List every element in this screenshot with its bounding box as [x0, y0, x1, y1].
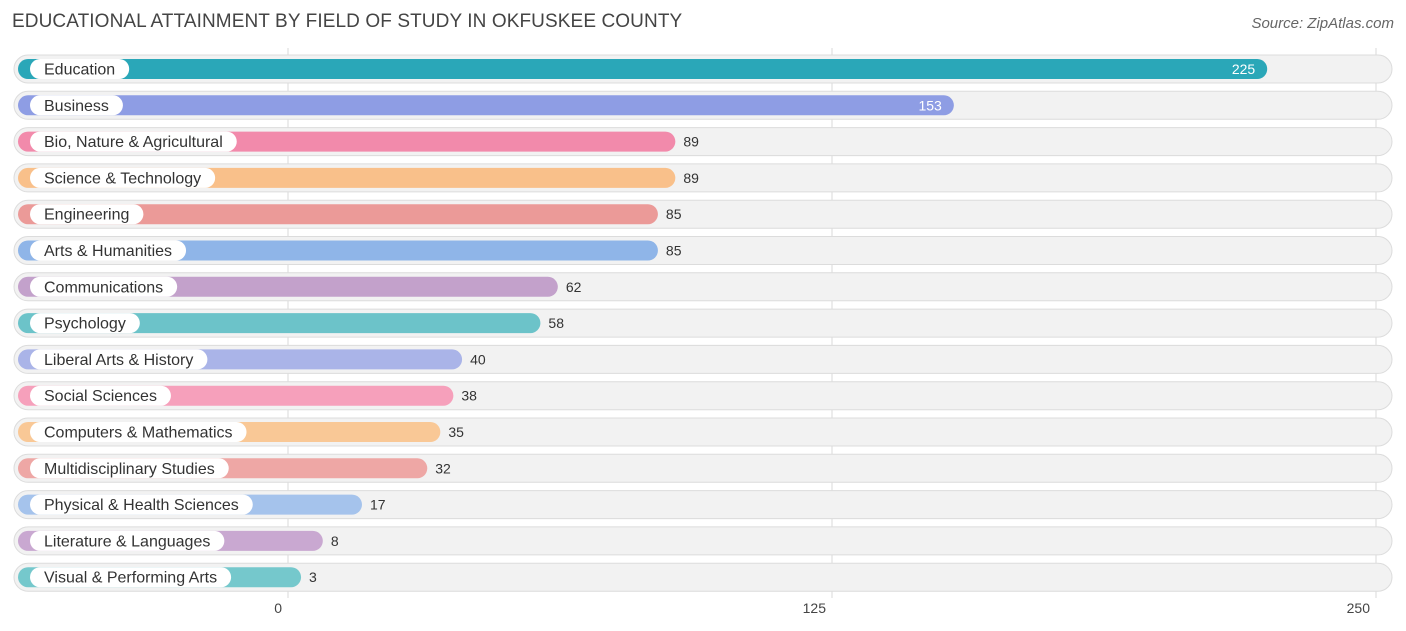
bar-row: Psychology 58	[13, 308, 1393, 338]
bar	[18, 204, 658, 225]
category-label: Bio, Nature & Agricultural	[44, 134, 223, 151]
value-label: 85	[666, 206, 682, 222]
chart-source: Source: ZipAtlas.com	[1251, 15, 1394, 32]
category-label: Business	[44, 98, 109, 115]
category-label: Computers & Mathematics	[44, 425, 233, 442]
category-label-pill	[30, 458, 229, 479]
category-label: Education	[44, 62, 115, 79]
value-label: 85	[666, 243, 682, 259]
category-label: Visual & Performing Arts	[44, 570, 217, 587]
category-label-pill	[30, 313, 140, 334]
value-label: 3	[309, 569, 317, 585]
category-label: Social Sciences	[44, 388, 157, 405]
bar	[18, 95, 954, 116]
bar-row: Multidisciplinary Studies 32	[13, 453, 1393, 483]
value-label: 89	[683, 170, 699, 186]
value-label: 40	[470, 351, 486, 367]
value-label: 62	[566, 279, 582, 295]
category-label: Literature & Languages	[44, 533, 210, 550]
bar	[18, 59, 1268, 79]
x-axis-ticks: 0 125 250	[274, 600, 1370, 616]
bar-row: Arts & Humanities 85	[13, 236, 1393, 265]
value-label: 89	[683, 134, 699, 150]
category-label-pill	[30, 494, 253, 515]
bar-track	[13, 562, 1393, 592]
bar-row: Visual & Performing Arts 3	[13, 562, 1393, 592]
bar	[18, 313, 541, 334]
value-label: 58	[548, 315, 564, 331]
bar-row: Physical & Health Sciences 17	[13, 490, 1393, 520]
bar-row: Education 225	[13, 54, 1393, 84]
category-label-pill	[30, 95, 123, 116]
bar-row: Bio, Nature & Agricultural 89	[13, 127, 1393, 157]
value-label: 32	[435, 460, 451, 476]
bar-row: Computers & Mathematics 35	[13, 417, 1393, 447]
value-label: 38	[461, 388, 477, 404]
bar-row: Business 153	[13, 90, 1393, 120]
category-label: Physical & Health Sciences	[44, 497, 239, 514]
value-label: 8	[331, 533, 339, 549]
x-tick-label: 0	[274, 600, 282, 616]
category-label: Engineering	[44, 207, 129, 224]
category-label: Multidisciplinary Studies	[44, 461, 215, 478]
category-label-pill	[30, 167, 216, 188]
bar-row: Literature & Languages 8	[13, 526, 1393, 556]
category-label-pill	[30, 204, 144, 225]
category-label-pill	[30, 240, 187, 261]
category-label-pill	[30, 422, 247, 442]
bar-row: Social Sciences 38	[13, 381, 1393, 411]
category-label: Communications	[44, 279, 163, 296]
value-label: 225	[1232, 61, 1256, 77]
bar-row: Communications 62	[13, 272, 1393, 302]
category-label-pill	[30, 567, 232, 588]
value-label: 35	[448, 424, 464, 440]
category-label: Psychology	[44, 316, 126, 333]
category-label: Science & Technology	[44, 170, 201, 187]
category-label-pill	[30, 349, 208, 370]
category-label: Arts & Humanities	[44, 243, 172, 260]
category-label-pill	[30, 131, 237, 152]
bar-row: Liberal Arts & History 40	[13, 344, 1393, 374]
category-label-pill	[30, 530, 225, 551]
bar-row: Engineering 85	[13, 199, 1393, 229]
value-label: 17	[370, 497, 386, 513]
value-label: 153	[918, 97, 942, 113]
category-label-pill	[30, 385, 171, 406]
x-tick-label: 125	[803, 600, 827, 616]
chart-title: EDUCATIONAL ATTAINMENT BY FIELD OF STUDY…	[12, 11, 683, 32]
category-label: Liberal Arts & History	[44, 352, 193, 369]
bar-row: Science & Technology 89	[13, 163, 1393, 193]
x-tick-label: 250	[1347, 600, 1371, 616]
category-label-pill	[30, 276, 178, 297]
bar-track	[13, 526, 1393, 556]
category-label-pill	[30, 59, 130, 79]
